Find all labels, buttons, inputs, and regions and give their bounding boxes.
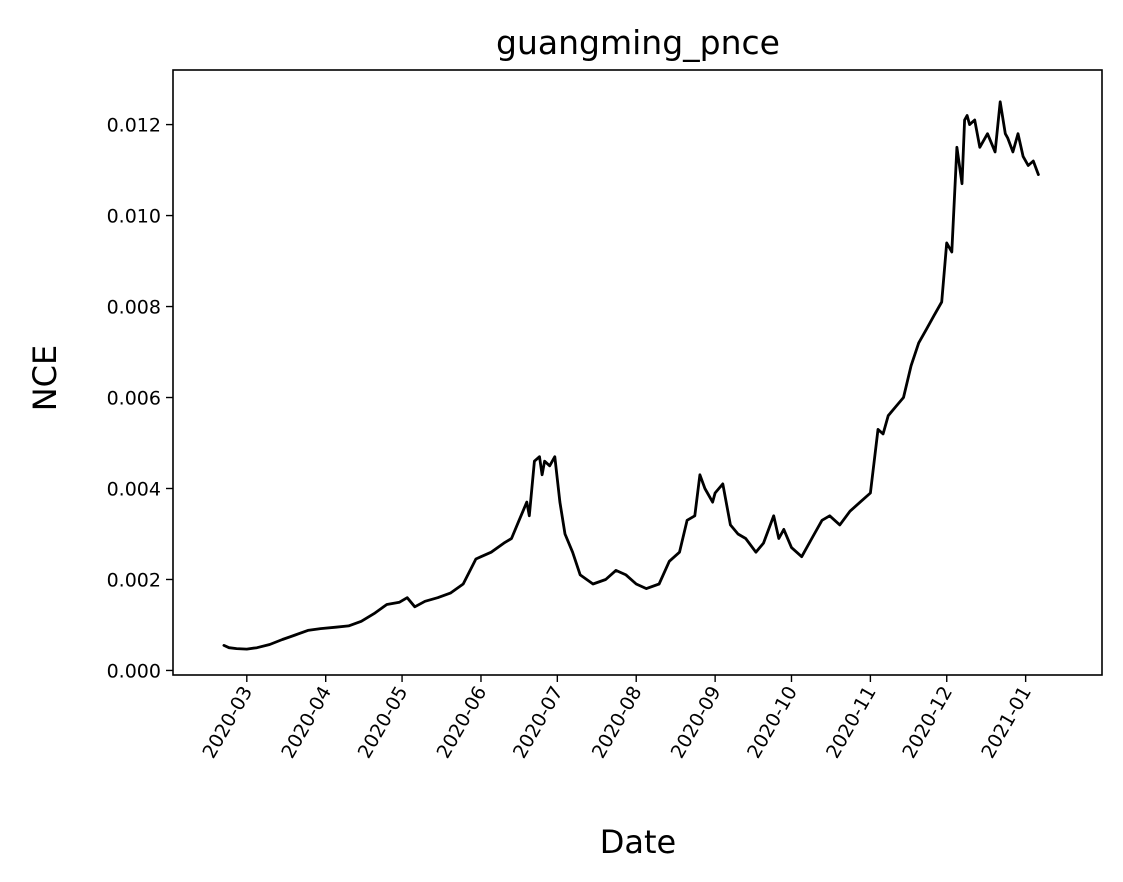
y-tick-label: 0.006: [107, 388, 161, 410]
y-tick-label: 0.008: [107, 297, 161, 319]
y-axis: 0.000 0.002 0.004 0.006 0.008 0.010 0.012: [107, 115, 173, 682]
x-axis-label: Date: [600, 823, 676, 861]
y-tick-label: 0.004: [107, 478, 161, 500]
y-tick-label: 0.002: [107, 569, 161, 591]
series-line: [222, 100, 1040, 651]
y-tick-label: 0.000: [107, 660, 161, 682]
chart-title: guangming_pnce: [496, 23, 780, 62]
y-axis-label: NCE: [26, 345, 64, 412]
y-tick-label: 0.012: [107, 115, 161, 137]
y-tick-label: 0.010: [107, 206, 161, 228]
plot-frame: [172, 69, 1103, 676]
